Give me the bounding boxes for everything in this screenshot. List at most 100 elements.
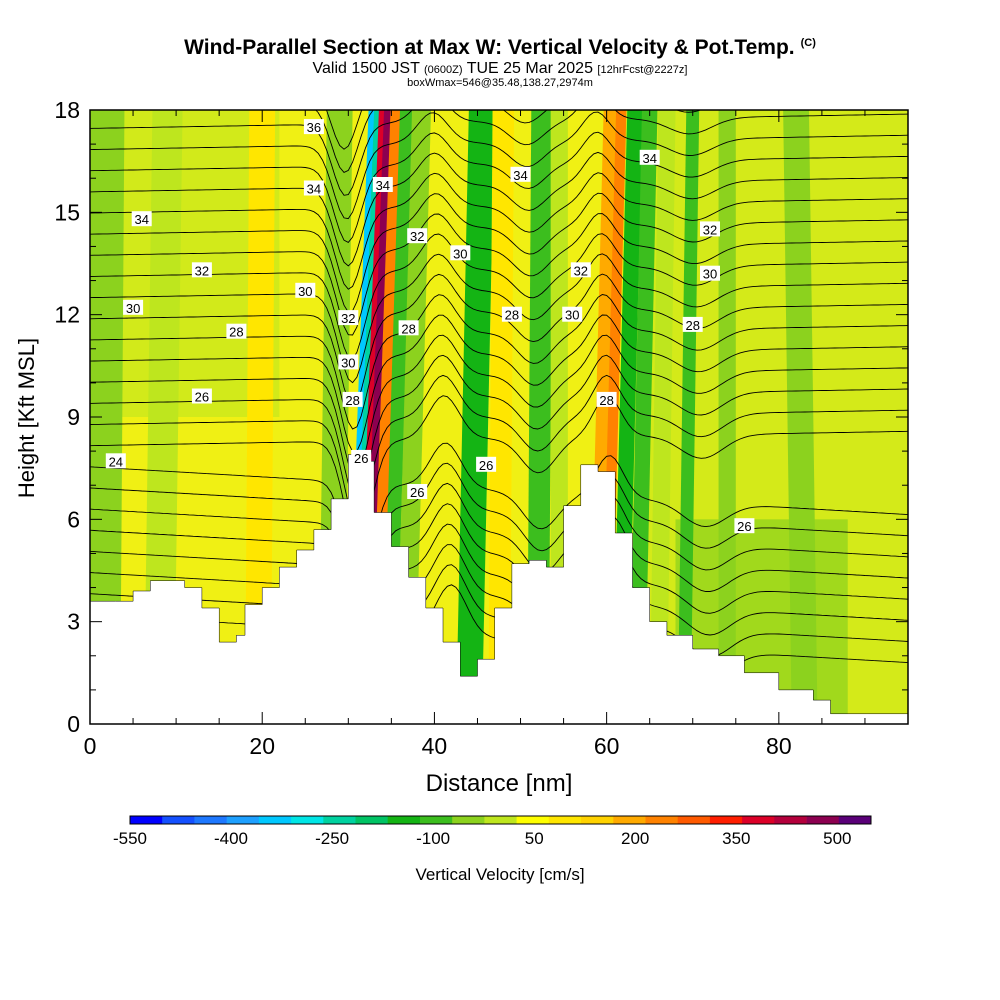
contour-label-bg bbox=[570, 262, 591, 278]
contour-label: 34 bbox=[372, 177, 393, 193]
velocity-band bbox=[143, 110, 183, 724]
contour-label: 34 bbox=[639, 149, 660, 166]
contour-label-bg bbox=[191, 388, 212, 404]
theta-contour bbox=[90, 334, 908, 476]
colorbar-tick-label: -250 bbox=[315, 829, 349, 848]
theta-contour bbox=[90, 253, 908, 384]
box-info: boxWmax=546@35.48,138.27,2974m bbox=[407, 77, 593, 89]
colorbar-cell bbox=[838, 816, 872, 824]
theta-contour bbox=[90, 131, 908, 243]
colorbar-tick-label: -400 bbox=[214, 829, 248, 848]
y-tick-label: 18 bbox=[54, 97, 80, 123]
contour-label: 32 bbox=[700, 221, 720, 237]
contour-label-text: 26 bbox=[354, 451, 368, 466]
theta-contour bbox=[90, 151, 908, 267]
contour-label-text: 26 bbox=[737, 519, 751, 534]
contour-label: 28 bbox=[682, 316, 703, 333]
contour-label: 28 bbox=[226, 323, 247, 340]
x-tick-label: 40 bbox=[422, 733, 448, 759]
contour-label-bg bbox=[476, 456, 497, 472]
contour-label-bg bbox=[734, 518, 755, 534]
velocity-band bbox=[488, 110, 515, 724]
theta-contour bbox=[90, 213, 908, 336]
colorbar-tick-label: 350 bbox=[722, 829, 750, 848]
theta-contour bbox=[90, 273, 908, 407]
x-tick-label: 0 bbox=[84, 733, 97, 759]
contour-label-text: 34 bbox=[376, 178, 390, 193]
contour-label-bg bbox=[700, 265, 720, 281]
contour-label: 26 bbox=[191, 388, 212, 405]
contour-label: 32 bbox=[570, 262, 591, 278]
colorbar-cell bbox=[709, 816, 743, 824]
x-tick-label: 80 bbox=[766, 733, 792, 759]
contour-label: 26 bbox=[407, 484, 428, 500]
contour-label-bg bbox=[510, 166, 531, 182]
contour-label-text: 34 bbox=[134, 212, 148, 227]
contour-label-text: 34 bbox=[513, 168, 527, 183]
theta-contour bbox=[90, 374, 908, 524]
contour-label-text: 28 bbox=[685, 318, 699, 333]
contour-label-bg bbox=[450, 245, 471, 261]
contour-label-bg bbox=[596, 391, 617, 407]
theta-contour bbox=[90, 503, 908, 661]
contour-label-text: 32 bbox=[574, 263, 588, 278]
y-tick-label: 15 bbox=[54, 199, 80, 225]
colorbar-cell bbox=[774, 816, 807, 824]
velocity-band bbox=[90, 110, 125, 724]
colorbar-cell bbox=[387, 816, 421, 824]
contour-label: 30 bbox=[123, 299, 144, 316]
theta-contour bbox=[90, 172, 908, 290]
contour-label-bg bbox=[407, 228, 428, 244]
contour-label: 30 bbox=[700, 265, 720, 282]
contour-label-bg bbox=[295, 282, 316, 298]
contour-label-bg bbox=[131, 211, 152, 227]
contour-label-text: 30 bbox=[341, 355, 355, 370]
contour-label: 26 bbox=[351, 449, 372, 466]
contour-label-bg bbox=[226, 323, 247, 339]
velocity-band bbox=[718, 110, 736, 724]
contour-label-text: 34 bbox=[642, 151, 656, 166]
contour-labels: 24 26 28 30 32 34 34 30 36 32 30 28 26 34 32 28 30 26 34 28… bbox=[105, 119, 755, 534]
contour-label: 26 bbox=[734, 518, 755, 534]
contour-label: 34 bbox=[303, 180, 324, 197]
colorbar-tick-label: 200 bbox=[621, 829, 649, 848]
contour-label-text: 28 bbox=[599, 393, 613, 408]
terrain-mask bbox=[89, 454, 909, 725]
colorbar-cell bbox=[806, 816, 840, 824]
theta-contour bbox=[90, 523, 908, 684]
contour-label-bg bbox=[700, 221, 720, 237]
colorbar-cell bbox=[516, 816, 550, 824]
contour-label-bg bbox=[191, 262, 212, 278]
contour-label-text: 28 bbox=[505, 308, 519, 323]
contour-label: 24 bbox=[105, 453, 126, 469]
contour-label: 28 bbox=[596, 391, 617, 408]
contour-label-bg bbox=[342, 391, 363, 407]
colorbar-cell bbox=[613, 816, 646, 824]
contour-label-text: 30 bbox=[453, 246, 467, 261]
chart-title: Wind-Parallel Section at Max W: Vertical… bbox=[184, 36, 816, 59]
contour-label-bg bbox=[398, 320, 419, 336]
theta-contour bbox=[90, 110, 908, 196]
contour-label-bg bbox=[372, 177, 393, 192]
contour-label-text: 32 bbox=[703, 222, 717, 237]
contour-label-bg bbox=[407, 484, 428, 499]
theta-contour bbox=[90, 544, 908, 706]
theta-contour bbox=[90, 395, 908, 547]
x-tick-label: 60 bbox=[594, 733, 620, 759]
contour-label-bg bbox=[303, 119, 324, 135]
colorbar-cell bbox=[162, 816, 195, 824]
contour-label: 34 bbox=[131, 211, 152, 227]
contour-label-text: 28 bbox=[401, 321, 415, 336]
contour-label: 30 bbox=[338, 354, 359, 370]
contour-label: 32 bbox=[407, 228, 428, 244]
theta-contour bbox=[90, 233, 908, 360]
x-axis-label: Distance [nm] bbox=[426, 770, 573, 797]
contour-label-bg bbox=[351, 449, 372, 465]
y-tick-label: 9 bbox=[67, 404, 80, 430]
y-tick-label: 6 bbox=[67, 506, 80, 532]
contour-label: 30 bbox=[562, 306, 583, 323]
colorbar-tick-label: 50 bbox=[525, 829, 544, 848]
contour-label-text: 32 bbox=[341, 311, 355, 326]
contour-label: 28 bbox=[342, 391, 363, 408]
